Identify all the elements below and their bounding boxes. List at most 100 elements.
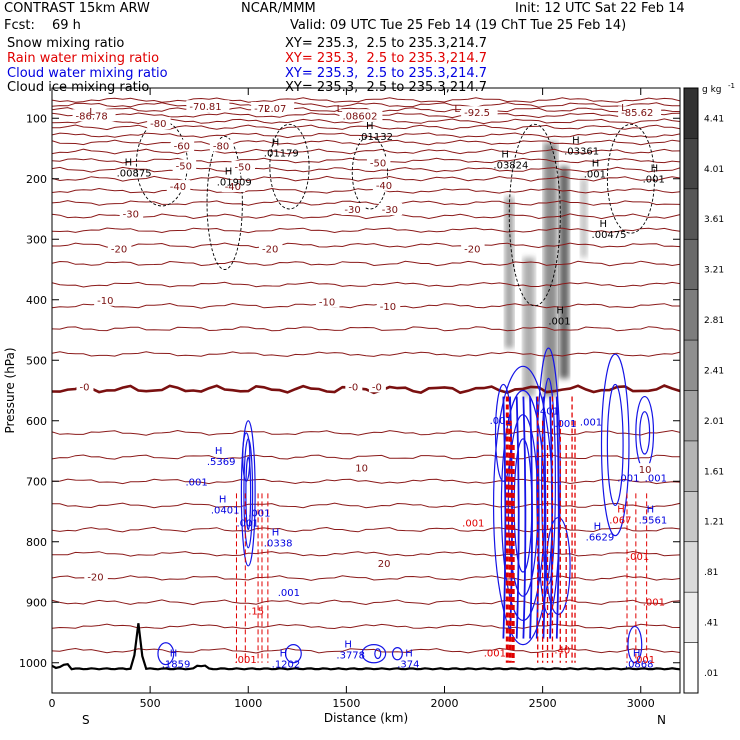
extremum-mark: H [405,649,413,660]
colorbar-swatch [684,188,698,240]
isotherm-line [52,326,680,332]
isotherm-label: -50 [176,161,192,172]
isotherm-line [52,213,680,220]
isotherm-line [52,200,680,206]
isotherm-line [52,102,680,108]
y-tick-label: 300 [26,233,47,246]
cloud-water-contour [391,647,403,661]
isotherm-label: -10 [97,296,113,307]
isotherm-line [52,599,680,606]
snow-shading-column [559,166,570,379]
colorbar-tick-label: .01 [704,669,718,679]
isotherm-line [52,97,680,103]
extremum-mark: H [280,649,288,660]
rain-label: .40 [554,646,570,657]
extremum-mark: H [633,649,641,660]
isotherm-label-bg [72,109,116,122]
isotherm-label: -30 [344,205,360,216]
cloud-ice-contour [351,135,389,210]
isotherm-label: -20 [87,572,103,583]
isotherm-line [52,302,680,309]
cloud-water-contour [502,396,507,639]
snow-shading-column [580,178,588,258]
extremum-value: .374 [397,660,419,671]
field-xy-rain: XY= 235.3, 2.5 to 235.3,214.7 [285,51,488,66]
x-tick-label: 1500 [332,697,360,710]
cloud-water-contour [242,432,251,482]
isotherm-line [52,175,680,182]
isotherm-line [52,139,680,146]
isotherm-label-bg [315,295,340,308]
forecast-label: Fcst: [4,18,35,33]
isotherm-label-bg [345,380,363,393]
isotherm-label: -20 [262,244,278,255]
extremum-mark: H [170,649,178,660]
extremum-value: .001 [643,174,665,185]
colorbar-tick-label: 3.21 [704,266,724,276]
isotherm-label-bg [147,117,171,130]
extremum-value: .0868 [625,660,654,671]
cloud-water-contour [541,377,556,585]
y-tick-label: 400 [26,294,47,307]
cloud-water-contour [361,643,387,664]
isotherm-line [52,575,680,581]
isotherm-line [52,157,680,164]
isotherm-line [52,526,680,533]
field-name-cloud-water: Cloud water mixing ratio [7,66,168,81]
colorbar-tick-label: 1.61 [704,467,724,477]
isotherm-label-bg [366,156,391,169]
extremum-value: .001 [548,317,570,328]
cloud-water-contour [515,396,520,639]
valid-time: Valid: 09 UTC Tue 25 Feb 14 (19 ChT Tue … [290,18,627,33]
colorbar-swatch [684,390,698,441]
isotherm-label-bg [339,109,383,122]
extremum-value: .0401 [211,505,240,516]
snow-shading-column [522,257,535,397]
north-end-label: N [657,713,666,727]
y-tick-label: 800 [26,536,47,549]
extremum-value: .5561 [639,516,668,527]
snow-shading-column [504,196,514,349]
extremum-value: .001 [584,170,606,181]
cloud-water-contour [245,456,252,531]
isotherm-label-bg [368,380,386,393]
extremum-value: .03824 [493,161,528,172]
extremum-value: .01179 [264,148,299,159]
cloud-water-label: .401 [537,407,559,418]
cloud-water-contour [627,625,643,664]
x-tick-label: 2500 [529,697,557,710]
isotherm-label: -40 [225,182,241,193]
colorbar-unit-exponent: -1 [728,82,735,90]
isotherm-label-bg [186,100,230,113]
isotherm-line [52,187,680,194]
extremum-value: .067 [609,516,631,527]
isotherm-line [52,107,680,113]
isotherm-label: -50 [370,158,386,169]
y-tick-label: 100 [26,112,47,125]
extremum-value: .0338 [264,539,293,550]
isotherm-label-bg [461,106,498,119]
cloud-water-label: .001 [617,473,639,484]
x-tick-label: 1000 [234,697,262,710]
extremum-value: .1202 [272,660,301,671]
colorbar-swatch [684,592,698,643]
isotherm-label: -20 [464,244,480,255]
isotherm-label: 10 [639,465,652,476]
isotherm-label: -20 [111,244,127,255]
cloud-water-label: .001 [580,418,602,429]
cloud-water-contour [522,396,527,639]
isotherm-label: -10 [319,298,335,309]
colorbar-swatch [684,541,698,593]
isotherm-label: -0 [372,382,382,393]
extremum-mark: H [225,167,233,178]
y-tick-label: 200 [26,173,47,186]
isotherm-label: -72.07 [254,104,286,115]
isotherm-label-bg [352,461,370,474]
cloud-ice-contour [606,123,655,234]
field-xy-snow: XY= 235.3, 2.5 to 235.3,214.7 [285,36,488,51]
isotherm-label: -50 [235,163,251,174]
rain-label: .001 [235,655,257,666]
isotherm-label-bg [251,101,295,114]
isotherm-label-bg [76,380,94,393]
forecast-hours: 69 h [52,18,81,33]
